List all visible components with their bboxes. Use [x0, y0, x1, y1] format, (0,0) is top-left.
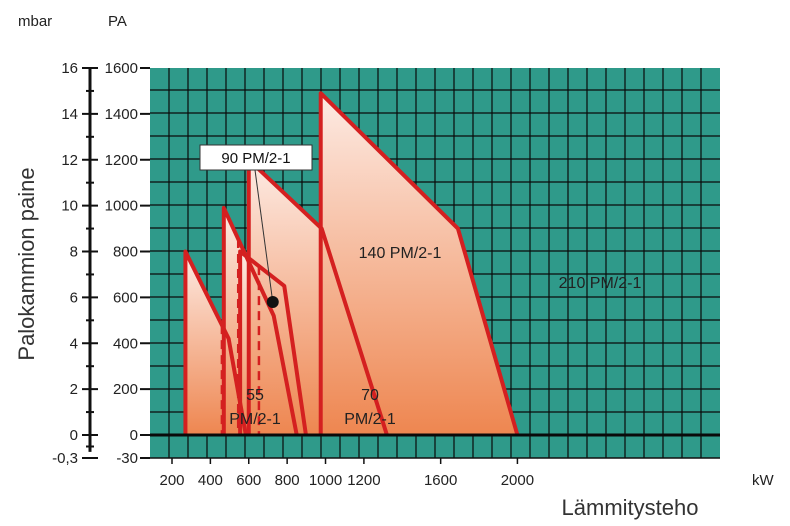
x-tick-label: 1600 [424, 472, 457, 489]
axes [82, 67, 720, 464]
y-tick-label-mbar: 0 [70, 427, 78, 444]
x-tick-label: 200 [159, 472, 184, 489]
y-tick-label-mbar: 16 [61, 60, 78, 77]
series-label: PM/2-1 [344, 411, 396, 428]
x-tick-label: 600 [236, 472, 261, 489]
y-axis-title: Palokammion paine [14, 167, 39, 360]
y-tick-label-mbar: 10 [61, 198, 78, 215]
y-tick-label-mbar: 8 [70, 244, 78, 261]
y-tick-label-pa: 1600 [105, 60, 138, 77]
series-curves [183, 91, 520, 436]
y-tick-label-pa: 1200 [105, 152, 138, 169]
y-tick-label-mbar: 12 [61, 152, 78, 169]
y-tick-label-mbar: -0,3 [52, 450, 78, 467]
series-fill [320, 93, 518, 435]
series-label: 210 PM/2-1 [559, 275, 642, 292]
series-label: 70 [361, 387, 379, 404]
x-tick-label: 1000 [309, 472, 342, 489]
y-tick-label-pa: 200 [113, 381, 138, 398]
y-tick-label-mbar: 6 [70, 289, 78, 306]
series-label: PM/2-1 [229, 411, 281, 428]
callout-point [266, 295, 279, 308]
callout-leader-line [254, 169, 274, 303]
y-tick-label-pa: 1000 [105, 198, 138, 215]
y-tick-label-pa: -30 [116, 450, 138, 467]
unit-kw: kW [752, 472, 775, 489]
unit-pa: PA [108, 13, 127, 30]
series-curve [318, 91, 520, 436]
series-label: 140 PM/2-1 [359, 245, 442, 262]
y-tick-label-pa: 800 [113, 244, 138, 261]
x-tick-label: 1200 [347, 472, 380, 489]
series-curve [183, 249, 248, 436]
series-labels: 55 PM/2-1 70 PM/2-1 140 PM/2-1 210 PM/2-1 [229, 245, 641, 428]
y-tick-label-pa: 400 [113, 335, 138, 352]
unit-mbar: mbar [18, 13, 52, 30]
x-axis-title: Lämmitysteho [562, 495, 699, 520]
y-tick-label-pa: 600 [113, 289, 138, 306]
x-tick-label: 2000 [501, 472, 534, 489]
y-tick-label-mbar: 2 [70, 381, 78, 398]
y-tick-label-mbar: 4 [70, 335, 78, 352]
y-tick-label-mbar: 14 [61, 106, 78, 123]
series-curve [238, 249, 308, 436]
x-tick-label: 800 [275, 472, 300, 489]
series-label: 55 [246, 387, 264, 404]
y-tick-label-pa: 1400 [105, 106, 138, 123]
x-tick-label: 400 [198, 472, 223, 489]
tick-labels: -30 -0,3 0 0 200 2 400 4 600 6 800 8 1000 10 1200 12 140… [52, 60, 534, 489]
callout: 90 PM/2-1 [199, 144, 313, 308]
y-tick-label-pa: 0 [130, 427, 138, 444]
callout-label: 90 PM/2-1 [221, 150, 290, 167]
series-curve [246, 157, 389, 436]
callout-box [199, 144, 313, 171]
